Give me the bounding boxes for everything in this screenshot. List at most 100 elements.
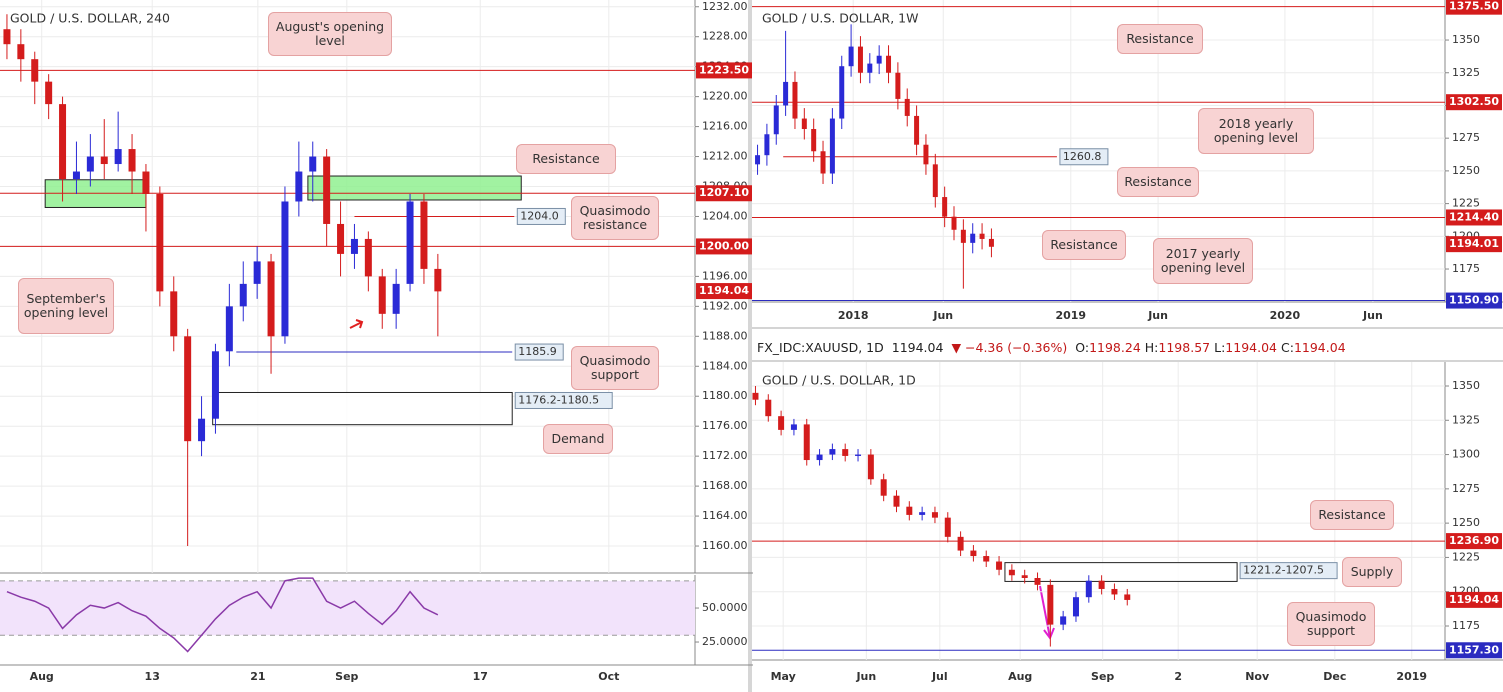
candle-body: [45, 81, 53, 105]
candle-body: [923, 144, 929, 165]
candle-body: [184, 336, 192, 442]
change: ▼ −4.36 (−0.36%): [951, 340, 1068, 355]
x-tick-label: Sep: [335, 670, 358, 683]
candle-body: [876, 55, 882, 64]
price-tag-label: 1194.04: [699, 284, 749, 297]
zone: [307, 175, 522, 201]
rsi-line: [6, 577, 439, 653]
candle-body: [960, 229, 966, 243]
axis-tag-label: 1302.50: [1449, 95, 1499, 108]
x-tick-label: Dec: [1323, 670, 1346, 683]
candle-body: [792, 81, 798, 119]
candle-body: [904, 98, 910, 116]
axis-tag: [1446, 292, 1502, 309]
chart-title: GOLD / U.S. DOLLAR, 1D: [762, 373, 916, 388]
candle-body: [1098, 580, 1105, 589]
candle-body: [1021, 575, 1028, 578]
zone-label-box: [514, 391, 613, 409]
y-tick-label: 1196.00: [702, 269, 748, 282]
candle-body: [983, 556, 990, 562]
candle-body: [267, 261, 275, 337]
candle-body: [309, 156, 317, 172]
level-label-box: [514, 343, 564, 361]
axis-tag-label: 1214.40: [1449, 210, 1499, 223]
candle-body: [1124, 594, 1131, 600]
candle-body: [752, 392, 759, 400]
candle-body: [1060, 616, 1067, 625]
candle-body: [142, 171, 150, 194]
candle-body: [100, 156, 108, 165]
y-tick-label: 1160.00: [702, 539, 748, 552]
symbol-header: FX_IDC:XAUUSD, 1D 1194.04 ▼ −4.36 (−0.36…: [757, 340, 1350, 355]
candle-body: [932, 164, 938, 198]
y-tick-label: 1184.00: [702, 359, 748, 372]
x-tick-label: 17: [473, 670, 488, 683]
candle-body: [295, 171, 303, 202]
y-tick-label: 1180.00: [702, 389, 748, 402]
candle-body: [1072, 597, 1079, 617]
candle-body: [829, 449, 836, 455]
candle-body: [801, 118, 807, 130]
callout: Resistance: [1117, 167, 1199, 197]
y-tick-label: 1275: [1452, 131, 1480, 144]
zone-label: 1221.2-1207.5: [1243, 564, 1324, 577]
y-tick-label: 50.0000: [702, 601, 748, 614]
x-tick-label: 13: [145, 670, 160, 683]
candle-body: [979, 233, 985, 239]
axis-tag-label: 1375.50: [1449, 0, 1499, 13]
level-label-box: [1059, 148, 1109, 166]
header-bar: [752, 328, 1503, 362]
y-tick-label: 1175: [1452, 619, 1480, 632]
price-tag-label: 1194.01: [1449, 237, 1499, 250]
candle-body: [406, 201, 414, 284]
axis-tag-label: 1223.50: [699, 63, 749, 76]
candle-body: [59, 104, 67, 180]
axis-tag-label: 1236.90: [1449, 534, 1499, 547]
x-tick-label: Nov: [1245, 670, 1270, 683]
candle-body: [364, 238, 372, 277]
x-tick-label: Aug: [30, 670, 54, 683]
y-tick-label: 1232.00: [702, 0, 748, 13]
candle-body: [337, 223, 345, 254]
y-tick-label: 25.0000: [702, 635, 748, 648]
x-tick-label: Sep: [1091, 670, 1114, 683]
candle-body: [867, 63, 873, 73]
y-tick-label: 1212.00: [702, 150, 748, 163]
panel: 1160.00 1164.00 1168.00 1172.00 1176.00 1180.…: [0, 0, 753, 683]
axis-tag-label: 1150.90: [1449, 294, 1499, 307]
x-tick-label: Jun: [1147, 309, 1168, 322]
price-tag: [696, 283, 752, 300]
candle-body: [773, 105, 779, 135]
candle-body: [420, 201, 428, 269]
candle-body: [893, 495, 900, 507]
candle-body: [323, 156, 331, 224]
candle-body: [1008, 569, 1015, 576]
callout: August's opening level: [268, 12, 392, 56]
y-tick-label: 1204.00: [702, 209, 748, 222]
symbol: FX_IDC:XAUUSD, 1D: [757, 340, 884, 355]
x-tick-label: 2019: [1055, 309, 1086, 322]
candle-body: [944, 517, 951, 537]
candle-body: [239, 283, 247, 307]
panel: 117512001225125012751300132513502018Jun2…: [752, 0, 1503, 322]
chart-title: GOLD / U.S. DOLLAR, 240: [10, 11, 170, 26]
x-tick-label: 21: [250, 670, 265, 683]
candle-body: [880, 479, 887, 496]
candle-body: [378, 276, 386, 314]
x-tick-label: Jun: [1362, 309, 1383, 322]
candle-body: [919, 512, 926, 515]
candle-body: [281, 201, 289, 337]
price-tag-label: 1194.04: [1449, 593, 1499, 606]
callout: September's opening level: [18, 278, 114, 334]
zone-label-box: [1239, 562, 1338, 580]
callout: Resistance: [1310, 500, 1394, 530]
x-tick-label: 2018: [838, 309, 869, 322]
y-tick-label: 1172.00: [702, 449, 748, 462]
callout: 2018 yearly opening level: [1198, 108, 1314, 154]
y-tick-label: 1325: [1452, 413, 1480, 426]
level-label: 1185.9: [518, 345, 557, 358]
axis-tag: [696, 238, 752, 255]
ohlc-value: 1194.04: [1293, 340, 1346, 355]
y-tick-label: 1225: [1452, 550, 1480, 563]
